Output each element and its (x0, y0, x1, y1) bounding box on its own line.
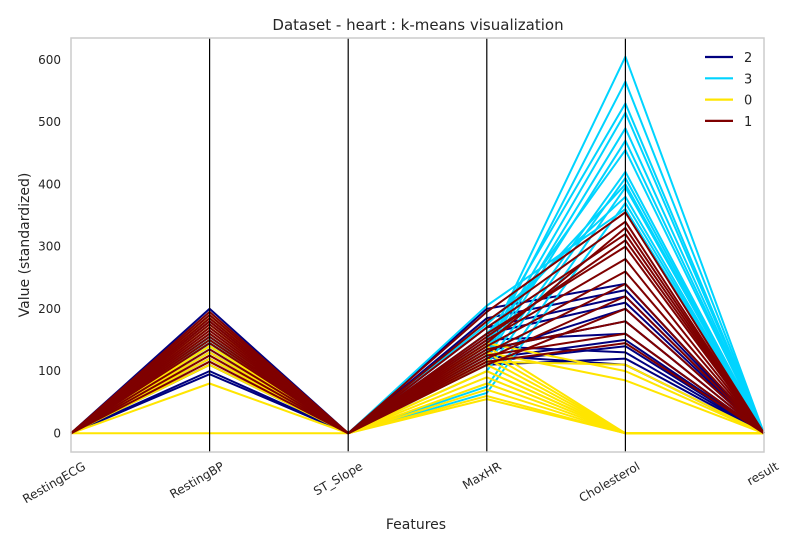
series-1-line-12 (70, 226, 765, 435)
x-axis-title: Features (386, 517, 446, 533)
legend-label: 1 (744, 115, 752, 130)
y-tick-label: 0 (53, 426, 61, 440)
feature-axes (209, 38, 627, 452)
series-1 (70, 211, 765, 435)
data-lines (70, 55, 765, 435)
series-1-line-13 (70, 239, 765, 435)
series-1-line-10 (70, 320, 765, 435)
y-tick-label: 400 (38, 177, 61, 191)
legend: 2 3 0 1 (705, 51, 752, 130)
y-tick-label: 600 (38, 53, 61, 67)
y-tick-label: 200 (38, 302, 61, 316)
y-ticks: 0 100 200 300 400 500 600 (38, 53, 61, 441)
series-1-line-1 (70, 220, 765, 435)
series-1-line-3 (70, 245, 765, 435)
y-axis-title: Value (standardized) (17, 173, 33, 318)
series-1-line-4 (70, 258, 765, 435)
legend-item-1: 1 (705, 115, 752, 130)
series-1-line-2 (70, 233, 765, 435)
series-1-line-5 (70, 270, 765, 435)
y-tick-label: 500 (38, 115, 61, 129)
series-1-line-11 (70, 326, 765, 435)
y-tick-label: 300 (38, 240, 61, 254)
legend-label: 3 (744, 72, 752, 87)
series-1-line-9 (70, 314, 765, 435)
series-1-line-8 (70, 307, 765, 435)
plot-frame (70, 37, 765, 453)
legend-item-2: 2 (705, 51, 752, 66)
series-1-line-6 (70, 282, 765, 435)
legend-item-3: 3 (705, 72, 752, 87)
legend-label: 2 (744, 51, 752, 66)
y-tick-label: 100 (38, 364, 61, 378)
chart-title: Dataset - heart : k-means visualization (272, 16, 563, 34)
series-1-line-0 (70, 211, 765, 435)
legend-item-0: 0 (705, 94, 752, 109)
legend-label: 0 (744, 94, 752, 109)
series-1-line-7 (70, 295, 765, 435)
series-0-line-13 (70, 363, 764, 435)
